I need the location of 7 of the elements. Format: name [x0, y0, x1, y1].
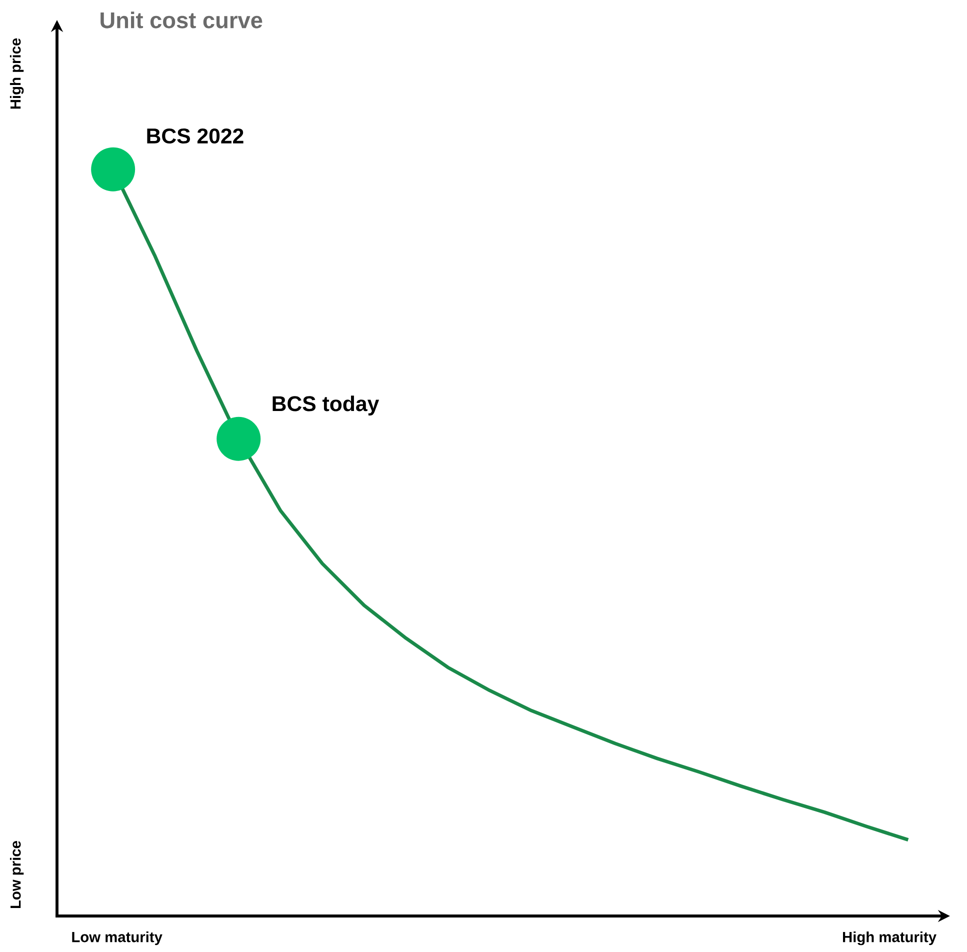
text: High price: [10, 38, 24, 109]
text: Low maturity: [72, 931, 162, 946]
chart-title: Unit cost curve: [100, 12, 262, 28]
text: High maturity: [843, 931, 936, 946]
text: Low price: [10, 841, 24, 908]
annotation: BCS today: [272, 396, 380, 416]
text: BCS 2022: [147, 128, 244, 144]
